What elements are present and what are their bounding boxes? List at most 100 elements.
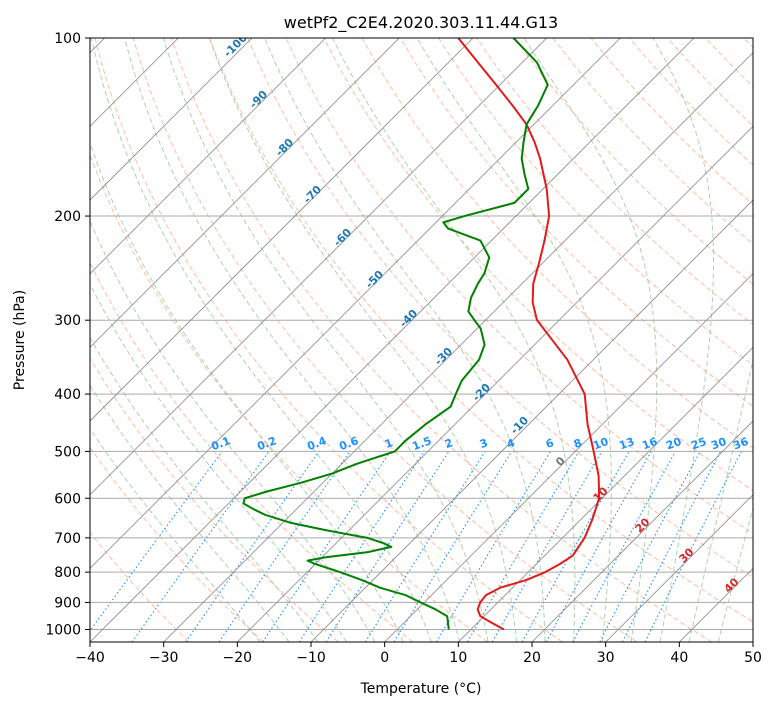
y-tick-label: 900 [54, 595, 81, 611]
moist-adiabat-line [90, 427, 261, 642]
mixing-ratio-label: 25 [689, 435, 708, 452]
moist-adiabat-line [90, 38, 432, 642]
y-tick-label: 800 [54, 565, 81, 581]
x-tick-label: 10 [449, 650, 467, 666]
mixing-ratio-label: 30 [709, 435, 728, 453]
moist-adiabat-line [162, 38, 489, 642]
dry-adiabat-line [94, 38, 563, 642]
mixing-ratio-line [621, 451, 722, 642]
isobar-gridlines [90, 38, 753, 630]
plot-frame [89, 37, 754, 643]
mixing-ratio-label: 0.4 [305, 434, 328, 453]
y-axis: 1000 900 800 700 600 500 400 300 200 100 [45, 31, 90, 638]
isotherm-gridline [458, 346, 753, 642]
mixing-ratio-line [262, 451, 391, 642]
x-axis: −40 −30 −20 −10 0 10 20 30 40 50 [75, 642, 762, 666]
mixing-ratio-label: 4 [505, 436, 517, 451]
mixing-ratio-line [572, 451, 677, 642]
mixing-ratio-line [545, 451, 652, 642]
mixing-ratio-lines [90, 451, 742, 642]
mixing-ratio-label: 1 [383, 436, 395, 451]
x-tick-label: 0 [380, 650, 389, 666]
isotherm-gridline [90, 38, 547, 496]
mixing-ratio-label: 3 [478, 436, 490, 451]
moist-adiabat-line [90, 219, 376, 642]
isotherm-gridline [90, 38, 400, 348]
x-tick-label: −40 [75, 650, 105, 666]
dry-adiabat-line [323, 38, 753, 492]
temperature-profile-line [457, 38, 601, 631]
dry-adiabat-line [90, 446, 264, 642]
isotherm-gridline [163, 52, 753, 642]
moist-adiabat-line [90, 336, 319, 642]
moist-adiabat-line [90, 384, 290, 642]
mixing-ratio-line [90, 451, 223, 632]
dry-adiabat-line [90, 153, 488, 642]
isotherm-gridline [237, 125, 753, 642]
moist-adiabat-line [264, 38, 546, 642]
x-tick-label: 50 [744, 650, 762, 666]
mixing-ratio-line [325, 451, 450, 642]
moist-adiabat-line [124, 38, 461, 642]
isotherm-gridline [384, 273, 753, 642]
x-axis-label: Temperature (°C) [360, 681, 482, 697]
moist-adiabat-line [523, 38, 658, 642]
mixing-ratio-label: 1.5 [410, 434, 433, 453]
isotherm-gridline [531, 420, 753, 642]
mixing-ratio-line [298, 451, 425, 642]
x-tick-label: 40 [670, 650, 688, 666]
y-tick-label: 600 [54, 491, 81, 507]
y-tick-label: 100 [54, 31, 81, 47]
mixing-ratio-label: 6 [544, 436, 556, 451]
dry-adiabat-line [438, 38, 753, 366]
moist-adiabat-line [416, 38, 612, 642]
mixing-ratio-label: 16 [640, 435, 659, 453]
chart-title: wetPf2_C2E4.2020.303.11.44.G13 [284, 13, 558, 33]
mixing-ratio-line [644, 451, 742, 642]
mixing-ratio-label: 0.2 [255, 434, 278, 453]
mixing-ratio-label: 20 [664, 435, 683, 453]
isotherm-gridline [90, 38, 326, 275]
profile-lines [242, 38, 601, 631]
isotherm-gridline [605, 494, 753, 642]
dry-adiabat-line [514, 38, 753, 285]
x-tick-label: −10 [296, 650, 326, 666]
dry-adiabat-line [170, 38, 712, 642]
dry-adiabat-line [132, 38, 638, 642]
moist-adiabat-line [90, 141, 404, 642]
moist-adiabat-line [717, 506, 753, 642]
isotherm-gridline [90, 38, 621, 569]
mixing-ratio-line [393, 451, 513, 642]
mixing-ratio-label: 10 [591, 435, 610, 453]
mixing-ratio-label: 0.6 [337, 434, 360, 453]
dry-adiabat-line [209, 38, 753, 623]
dewpoint-profile-line [242, 38, 549, 630]
dry-adiabat-line [247, 38, 753, 578]
x-tick-label: −30 [149, 650, 179, 666]
mixing-ratio-label: 2 [443, 436, 455, 451]
mixing-ratio-line [218, 451, 351, 642]
mixing-ratio-label: 36 [731, 435, 750, 453]
dry-adiabats [90, 38, 753, 642]
y-tick-label: 200 [54, 209, 81, 225]
y-tick-label: 300 [54, 313, 81, 329]
isotherm-gridline [90, 38, 695, 642]
y-tick-label: 400 [54, 387, 81, 403]
dry-adiabat-line [399, 38, 753, 408]
y-axis-label: Pressure (hPa) [12, 290, 28, 390]
moist-adiabat-line [652, 38, 715, 642]
moist-adiabat-line [332, 38, 576, 642]
y-tick-label: 500 [54, 444, 81, 460]
mixing-ratio-line [521, 451, 630, 642]
moist-adiabat-line [208, 38, 517, 642]
dry-adiabat-line [90, 357, 339, 642]
moist-adiabat-line [90, 282, 347, 642]
mixing-ratio-line [185, 451, 320, 642]
mixing-ratio-label: 13 [617, 435, 636, 452]
mixing-ratio-label: 8 [572, 436, 584, 451]
x-tick-label: 30 [597, 650, 615, 666]
isotherm-gridline [310, 199, 753, 642]
isotherm-gridline [90, 38, 474, 422]
moist-adiabat-line [688, 356, 753, 642]
